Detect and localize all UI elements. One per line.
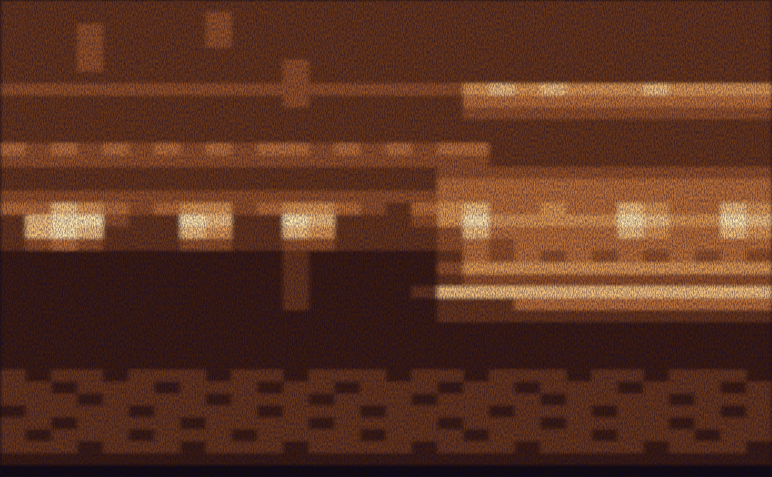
grain-texture bbox=[0, 0, 772, 477]
heatmap-cells bbox=[0, 0, 772, 477]
cell-layer bbox=[0, 0, 772, 477]
spectrogram bbox=[0, 0, 772, 477]
